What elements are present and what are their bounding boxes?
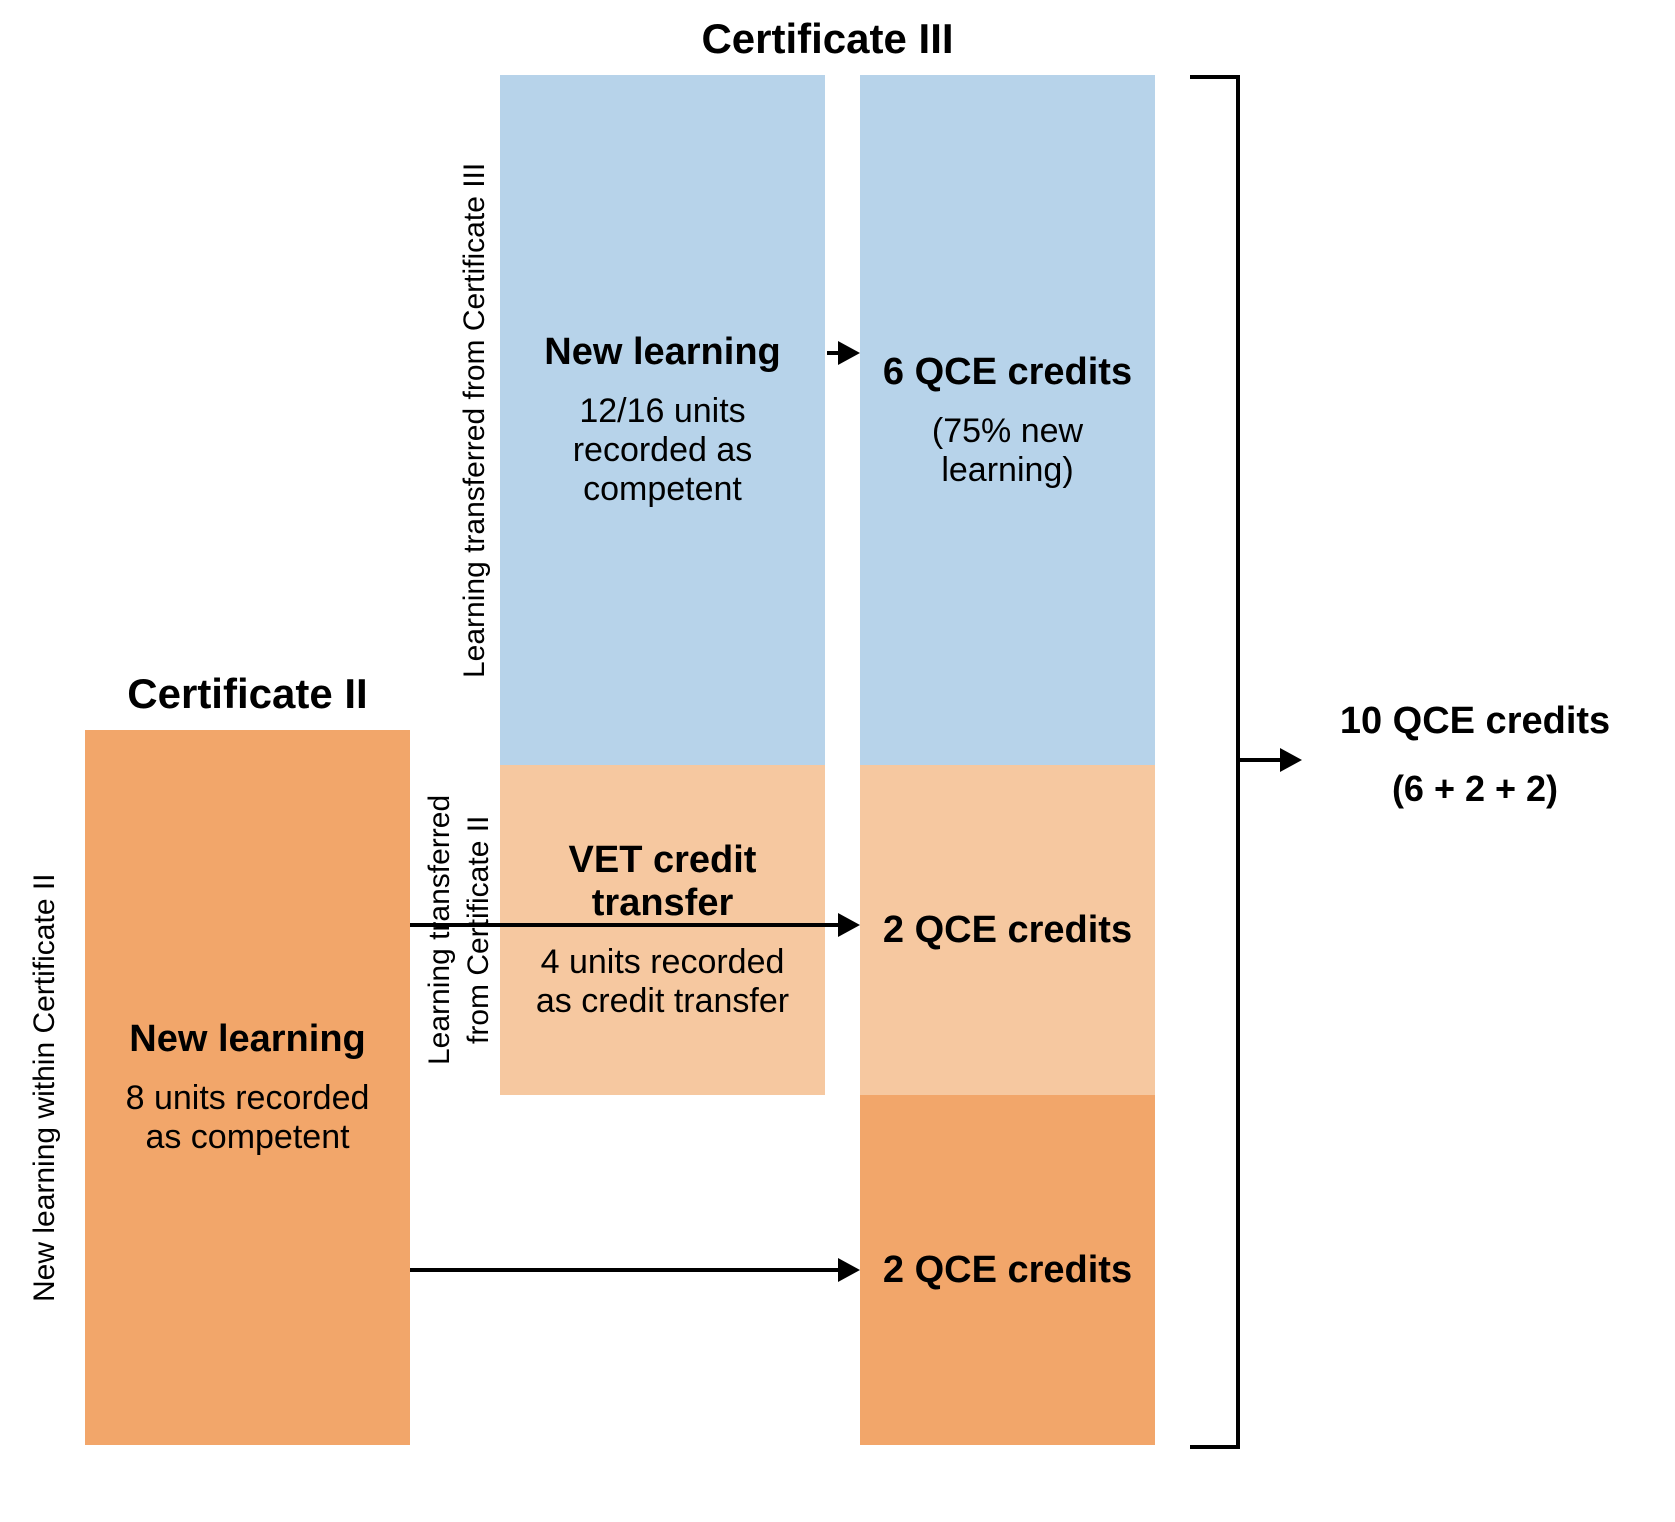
cert3-vet-subtext: 4 units recorded as credit transfer (520, 943, 805, 1021)
title-cert3: Certificate III (500, 15, 1155, 63)
credits-2-mid-heading: 2 QCE credits (883, 909, 1132, 952)
vlabel-cert3b-line2: from Certificate II (462, 816, 495, 1044)
title-cert2: Certificate II (85, 670, 410, 718)
total-line1: 10 QCE credits (1315, 700, 1635, 743)
vlabel-cert3-top: Learning transferred from Certificate II… (455, 75, 494, 765)
cert3-vet-heading: VET credit transfer (520, 839, 805, 925)
vlabel-cert3b-line1: Learning transferred (423, 795, 456, 1065)
bracket-top (1190, 75, 1240, 79)
cert3-new-subtext: 12/16 units recorded as competent (520, 392, 805, 509)
arrow-head-cert3-to-credits-top (838, 341, 860, 365)
cert2-heading: New learning (129, 1018, 366, 1061)
vlabel-cert2: New learning within Certificate II (25, 730, 64, 1445)
arrow-head-cert2-to-credits-bot (838, 1258, 860, 1282)
total-credits: 10 QCE credits (6 + 2 + 2) (1315, 700, 1635, 810)
credits-6-heading: 6 QCE credits (883, 351, 1132, 394)
bracket-bottom (1190, 1445, 1240, 1449)
credits-2-bot-heading: 2 QCE credits (883, 1249, 1132, 1292)
box-cert3-vet-transfer: VET credit transfer 4 units recorded as … (500, 765, 825, 1095)
credits-6-subtext: (75% new learning) (880, 412, 1135, 490)
box-credits-6: 6 QCE credits (75% new learning) (860, 75, 1155, 765)
arrow-head-cert2-to-credits-mid (838, 913, 860, 937)
box-cert3-new-learning: New learning 12/16 units recorded as com… (500, 75, 825, 765)
vlabel-cert3-bottom: Learning transferred from Certificate II (420, 765, 498, 1095)
box-credits-2-bot: 2 QCE credits (860, 1095, 1155, 1445)
arrow-cert2-to-credits-mid (410, 923, 838, 927)
bracket-vertical (1236, 75, 1240, 1449)
cert2-subtext: 8 units recorded as competent (105, 1079, 390, 1157)
box-cert2-new-learning: New learning 8 units recorded as compete… (85, 730, 410, 1445)
cert3-new-heading: New learning (544, 331, 781, 374)
arrow-head-bracket-to-total (1280, 748, 1302, 772)
diagram-canvas: Certificate II Certificate III New learn… (0, 0, 1675, 1522)
total-line2: (6 + 2 + 2) (1315, 768, 1635, 810)
arrow-cert2-to-credits-bot (410, 1268, 838, 1272)
arrow-bracket-to-total (1240, 758, 1280, 762)
box-credits-2-mid: 2 QCE credits (860, 765, 1155, 1095)
